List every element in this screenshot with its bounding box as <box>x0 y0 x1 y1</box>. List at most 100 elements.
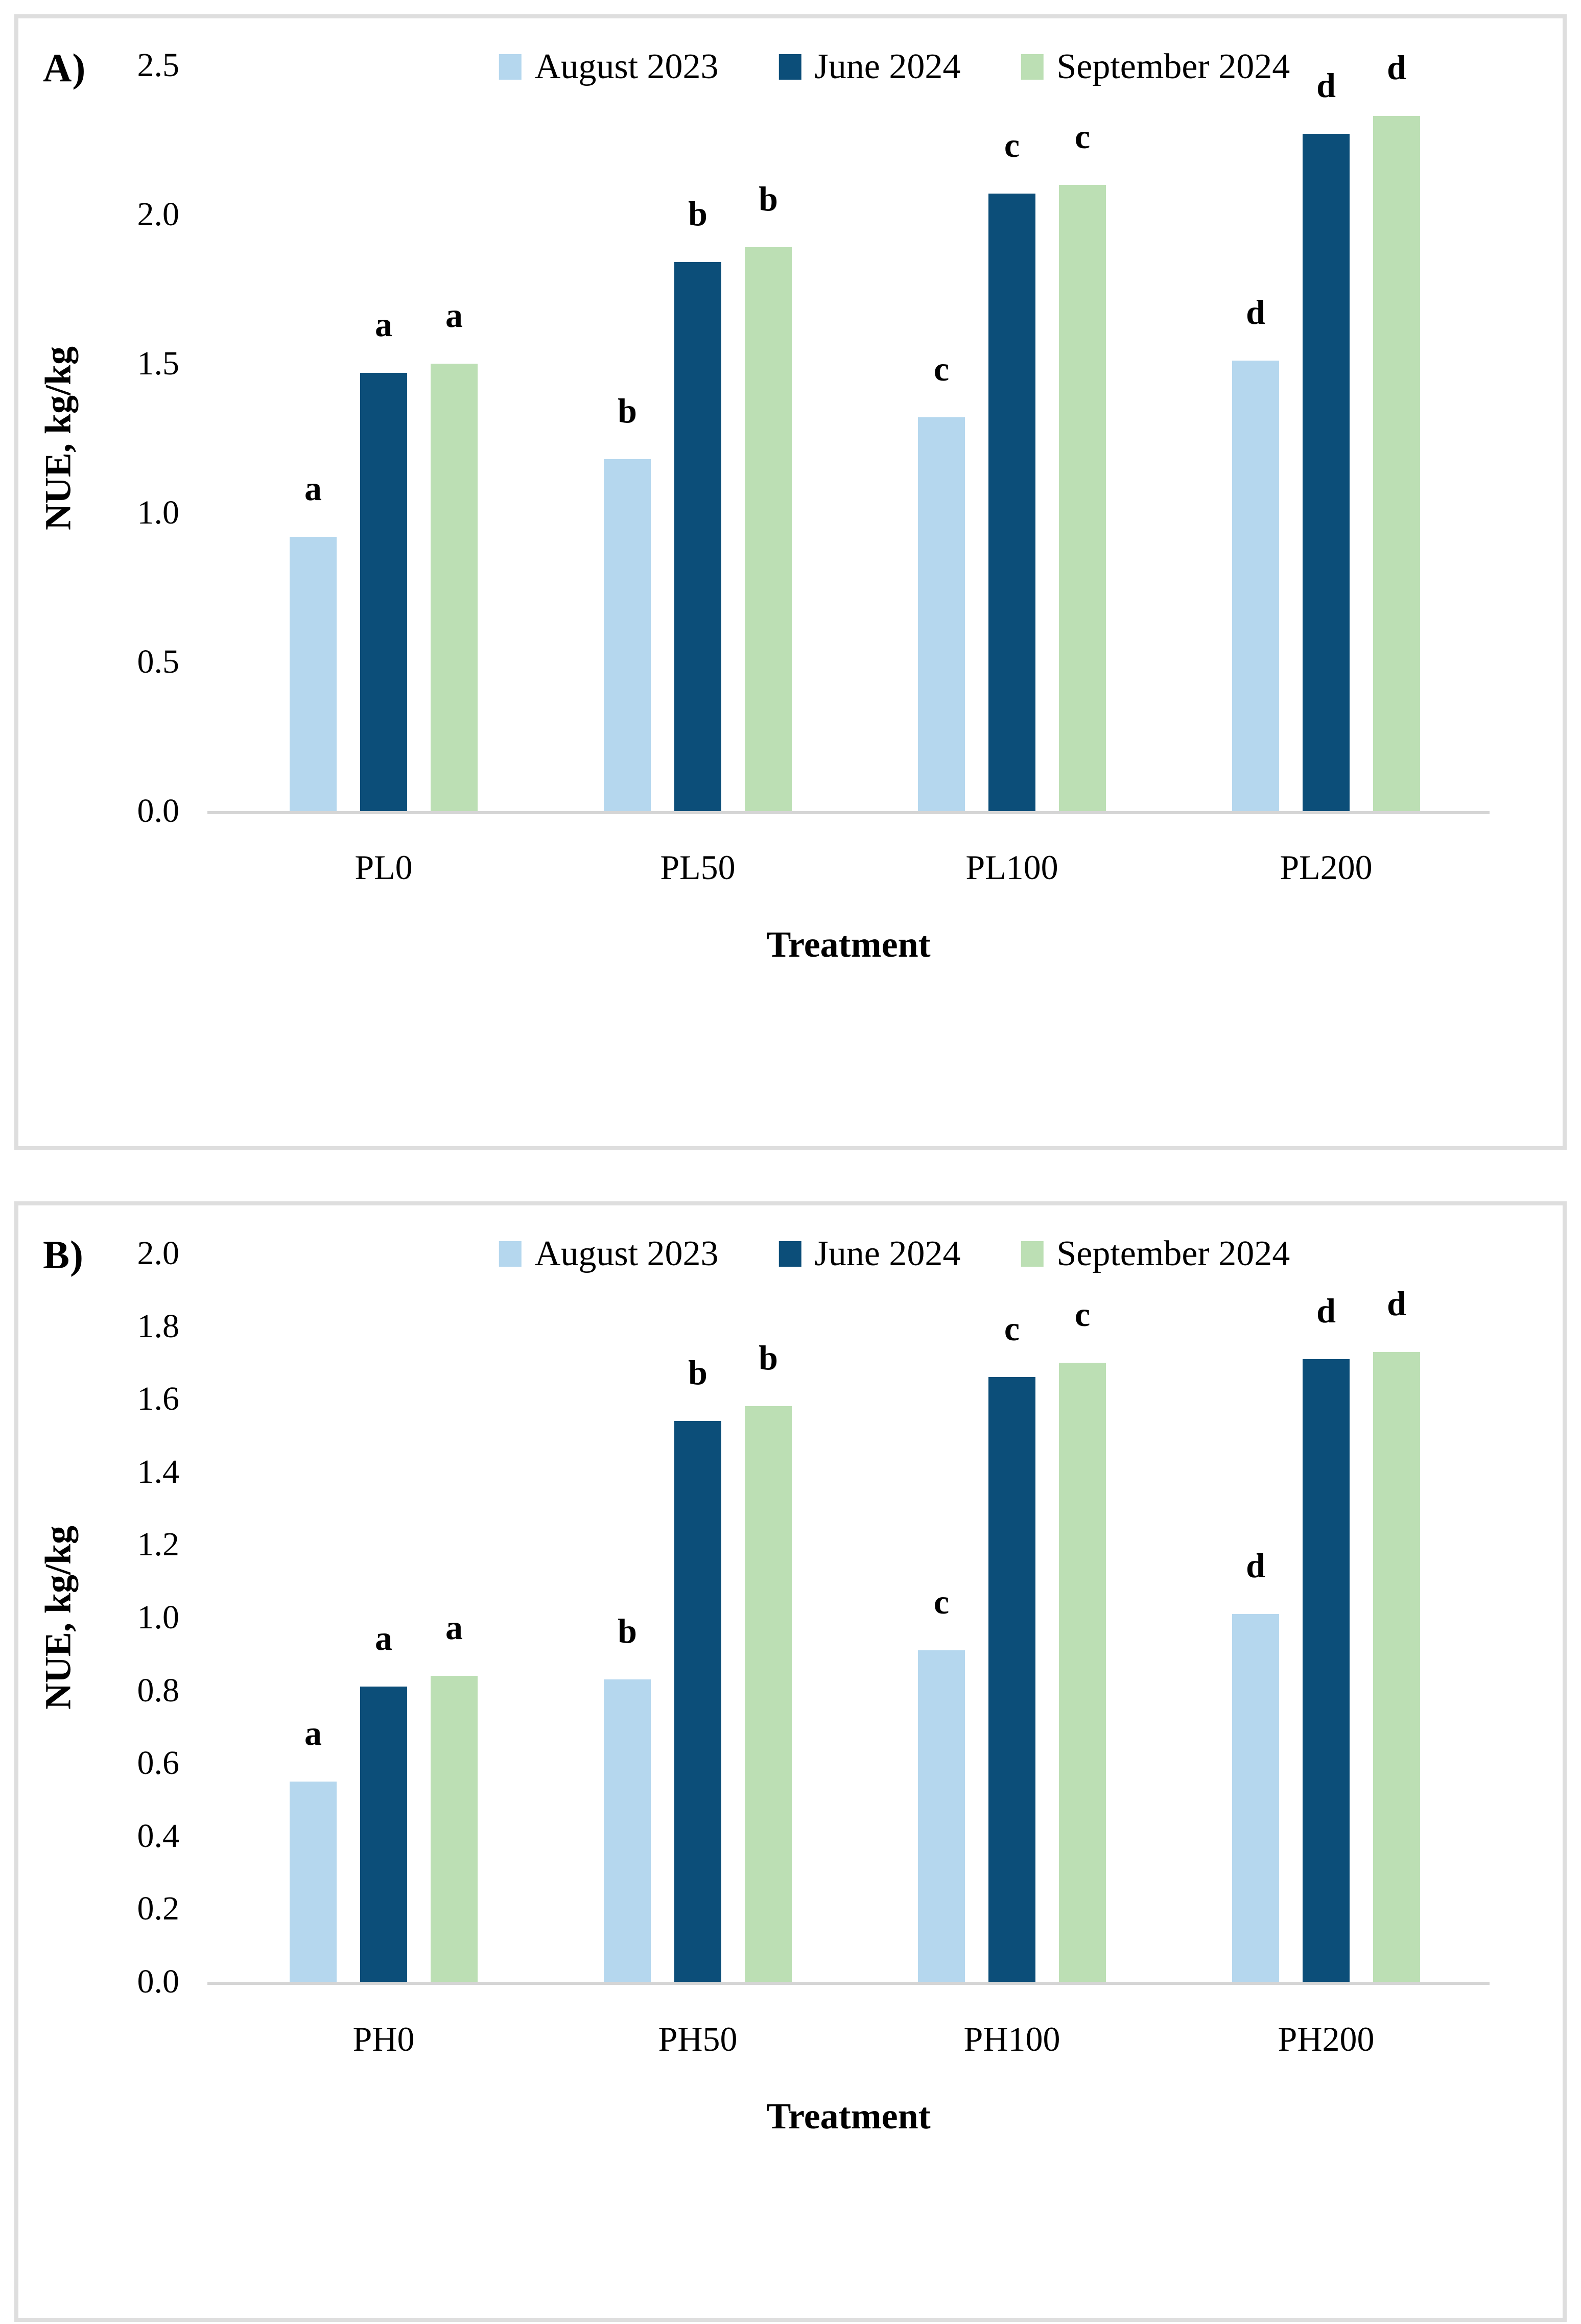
bar-pl200-june <box>1303 134 1350 811</box>
y-tick-label: 1.4 <box>137 1453 180 1490</box>
x-category-label-ph200: PH200 <box>1278 2020 1375 2058</box>
y-tick-label: 1.8 <box>137 1307 180 1345</box>
y-tick-label: 0.6 <box>137 1744 180 1782</box>
bar-pl100-august <box>918 417 965 811</box>
bar-ph200-june <box>1303 1359 1350 1982</box>
bar-ph50-august <box>604 1679 651 1982</box>
significance-letter: d <box>1316 1291 1336 1330</box>
legend-label: August 2023 <box>534 47 719 86</box>
significance-letter: a <box>375 1619 392 1658</box>
significance-letter: c <box>1074 116 1091 156</box>
panel-a-label: A) <box>43 45 86 90</box>
x-axis-title-a: Treatment <box>766 924 931 965</box>
legend-swatch-icon <box>778 54 801 80</box>
significance-letter: a <box>445 296 463 335</box>
significance-letter: c <box>1004 1309 1020 1348</box>
bar-pl50-august <box>604 459 651 811</box>
significance-letter: c <box>933 1582 950 1622</box>
significance-letter: d <box>1387 48 1406 87</box>
panel-a: A) NUE, kg/kg August 2023 June 2024 Septem… <box>14 14 1567 1150</box>
x-category-label-pl50: PL50 <box>660 848 736 887</box>
y-tick-label: 0.5 <box>137 643 180 680</box>
y-tick-label: 0.0 <box>137 792 180 829</box>
bar-ph100-june <box>988 1377 1035 1982</box>
significance-letter: d <box>1246 1546 1265 1585</box>
significance-letter: b <box>688 1353 707 1392</box>
y-tick-label: 0.0 <box>137 1963 180 2000</box>
y-tick-label: 1.6 <box>137 1380 180 1418</box>
significance-letter: c <box>1004 126 1020 165</box>
legend-swatch-icon <box>499 54 522 80</box>
y-tick-label: 1.2 <box>137 1526 180 1563</box>
bar-pl50-september <box>745 247 792 811</box>
bar-ph50-september <box>745 1406 792 1982</box>
x-axis-title-b: Treatment <box>766 2096 931 2137</box>
significance-letter: d <box>1387 1284 1406 1323</box>
bar-pl100-june <box>988 194 1035 811</box>
y-tick-label: 2.5 <box>137 46 180 84</box>
bar-pl0-august <box>290 536 337 811</box>
y-tick-label: 0.4 <box>137 1817 180 1855</box>
significance-letter: b <box>618 391 637 430</box>
legend-label: June 2024 <box>814 1234 961 1273</box>
legend-item: June 2024 <box>778 1234 961 1273</box>
legend-label: September 2024 <box>1056 1234 1290 1273</box>
x-category-label-ph50: PH50 <box>658 2020 738 2058</box>
legend-label: August 2023 <box>534 1234 719 1273</box>
bar-ph0-september <box>431 1676 478 1982</box>
legend-label: September 2024 <box>1056 47 1290 86</box>
legend-swatch-icon <box>1021 1241 1044 1267</box>
significance-letter: b <box>759 1338 778 1378</box>
y-tick-label: 2.0 <box>137 1235 180 1272</box>
bar-ph200-september <box>1373 1351 1420 1982</box>
x-axis-line <box>207 811 1490 814</box>
x-category-label-pl200: PL200 <box>1280 848 1373 887</box>
legend-b: August 2023 June 2024 September 2024 <box>499 1236 1290 1272</box>
significance-letter: b <box>759 179 778 219</box>
bar-pl200-august <box>1232 361 1279 811</box>
bar-pl100-september <box>1059 184 1106 811</box>
bar-ph50-june <box>674 1420 721 1982</box>
significance-letter: d <box>1316 66 1336 105</box>
bar-pl50-june <box>674 262 721 811</box>
significance-letter: c <box>933 349 950 389</box>
bar-ph100-september <box>1059 1362 1106 1982</box>
legend-item: September 2024 <box>1021 1236 1290 1272</box>
legend-item: August 2023 <box>499 1236 719 1272</box>
bar-pl0-june <box>360 372 407 811</box>
y-tick-label: 1.0 <box>137 1599 180 1636</box>
y-tick-label: 2.0 <box>137 196 180 233</box>
y-tick-label: 1.5 <box>137 345 180 382</box>
bar-ph0-august <box>290 1781 337 1982</box>
legend-swatch-icon <box>1021 54 1044 80</box>
significance-letter: a <box>445 1608 463 1647</box>
y-tick-label: 0.2 <box>137 1890 180 1928</box>
x-category-label-ph100: PH100 <box>963 2020 1060 2058</box>
significance-letter: b <box>688 194 707 233</box>
x-category-label-ph0: PH0 <box>352 2020 415 2058</box>
significance-letter: a <box>304 468 322 508</box>
legend-label: June 2024 <box>814 47 961 86</box>
bar-ph0-june <box>360 1687 407 1982</box>
significance-letter: a <box>304 1713 322 1752</box>
significance-letter: b <box>618 1611 637 1651</box>
bar-pl200-september <box>1373 116 1420 811</box>
y-tick-label: 0.8 <box>137 1671 180 1709</box>
bar-ph100-august <box>918 1650 965 1982</box>
legend-item: August 2023 <box>499 49 719 85</box>
panel-b-label: B) <box>43 1232 84 1277</box>
legend-item: June 2024 <box>778 47 961 86</box>
y-tick-label: 1.0 <box>137 494 180 531</box>
x-category-label-pl100: PL100 <box>965 848 1058 887</box>
x-category-label-pl0: PL0 <box>355 848 413 887</box>
significance-letter: c <box>1074 1294 1091 1334</box>
bar-ph200-august <box>1232 1614 1279 1982</box>
legend-a: August 2023 June 2024 September 2024 <box>499 49 1290 85</box>
x-axis-line <box>207 1982 1490 1985</box>
legend-swatch-icon <box>499 1241 522 1267</box>
legend-item: September 2024 <box>1021 49 1290 85</box>
panel-b: B) NUE, kg/kg August 2023 June 2024 Septem… <box>14 1201 1567 2322</box>
legend-swatch-icon <box>778 1241 801 1267</box>
significance-letter: d <box>1246 293 1265 332</box>
